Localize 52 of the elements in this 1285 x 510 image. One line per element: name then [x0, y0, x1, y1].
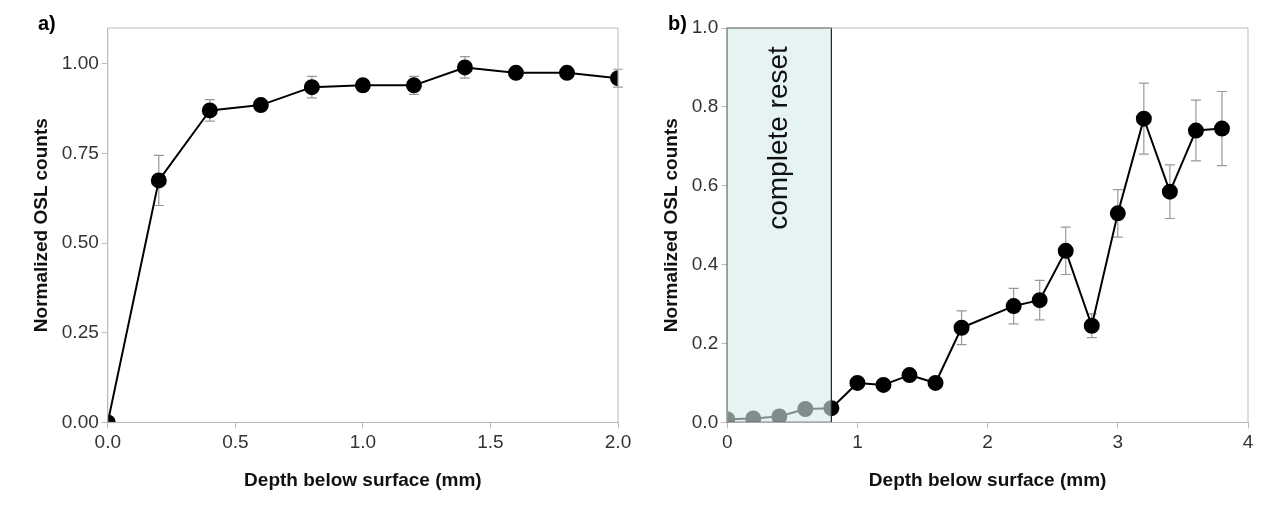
x-tick-label: 1 — [852, 431, 863, 453]
chart-title: b) — [668, 11, 687, 34]
x-tick-label: 4 — [1242, 431, 1254, 453]
point — [953, 319, 970, 336]
y-axis-title: Normalized OSL counts — [29, 118, 51, 333]
x-tick-label: 3 — [1112, 431, 1124, 453]
point — [1109, 205, 1126, 222]
chart-title: a) — [38, 11, 56, 34]
x-axis-title: Depth below surface (mm) — [244, 468, 482, 490]
y-axis-title: Normalized OSL counts — [659, 118, 681, 333]
x-tick-label: 2 — [982, 431, 993, 453]
y-tick-label: 0.00 — [61, 410, 99, 432]
point — [1187, 122, 1204, 139]
point — [823, 400, 840, 417]
point — [558, 64, 575, 81]
point — [745, 410, 762, 423]
point — [150, 172, 167, 189]
y-tick-label: 0.8 — [691, 95, 719, 117]
point — [1135, 110, 1152, 127]
point — [1213, 120, 1230, 137]
y-tick-label: 0.2 — [691, 331, 719, 353]
point — [252, 97, 269, 114]
x-tick-label: 2.0 — [604, 431, 632, 453]
y-tick-label: 0.6 — [691, 173, 719, 195]
point — [1057, 242, 1074, 259]
point — [927, 374, 944, 391]
point — [797, 400, 814, 417]
x-tick-label: 0 — [721, 431, 733, 453]
y-tick-label: 0.75 — [61, 141, 99, 163]
point — [1031, 292, 1048, 309]
x-axis-title: Depth below surface (mm) — [868, 468, 1107, 490]
point — [1083, 317, 1100, 334]
y-tick-label: 1.0 — [691, 16, 719, 38]
point — [1005, 298, 1022, 315]
y-tick-label: 0.50 — [61, 231, 99, 253]
y-tick-label: 0.4 — [691, 252, 719, 274]
x-tick-label: 0.0 — [94, 431, 121, 453]
x-tick-label: 1.5 — [477, 431, 504, 453]
point — [771, 408, 788, 423]
y-tick-label: 0.25 — [61, 321, 99, 342]
y-tick-label: 0.0 — [691, 410, 719, 432]
point — [875, 376, 892, 393]
point — [354, 77, 371, 94]
band-label: complete reset — [762, 45, 794, 230]
x-tick-label: 1.0 — [349, 431, 377, 453]
point — [507, 64, 524, 81]
point — [303, 79, 320, 96]
y-tick-label: 1.00 — [61, 52, 99, 74]
x-tick-label: 0.5 — [222, 431, 249, 453]
point — [901, 367, 918, 384]
point — [849, 374, 866, 391]
point — [1161, 183, 1178, 200]
